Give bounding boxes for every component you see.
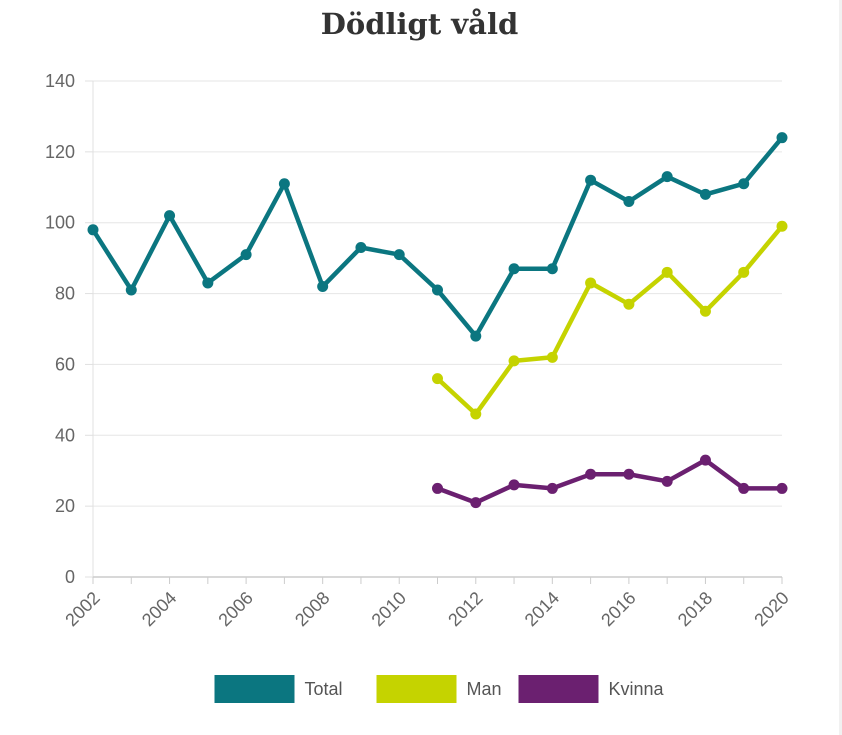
line-kvinna [435, 457, 785, 505]
point-total[interactable]: Total: 91 [240, 249, 252, 261]
y-tick-label: 100 [45, 213, 75, 233]
legend-item-kvinna[interactable]: Kvinna [518, 675, 665, 703]
point-man[interactable]: Man: 99 [776, 220, 788, 232]
y-tick-label: 60 [55, 354, 75, 374]
point-man[interactable]: Man: 83 [585, 277, 597, 289]
x-tick-label: 2004 [138, 588, 180, 630]
point-total[interactable]: Total: 93 [355, 242, 367, 254]
axes [85, 80, 783, 584]
line-total [90, 135, 785, 339]
point-total[interactable]: Total: 68 [470, 330, 482, 342]
point-kvinna[interactable]: Kvinna: 25 [432, 482, 443, 494]
point-total[interactable]: Total: 82 [317, 280, 329, 292]
y-tick-label: 40 [55, 425, 75, 445]
legend-item-total[interactable]: Total [214, 675, 343, 703]
y-tick-label: 20 [55, 496, 75, 516]
series-total: Total: 98 Total: 81 Total: 102 Total: 83 Tot… [87, 132, 788, 342]
legend-item-man[interactable]: Man [376, 675, 502, 703]
y-tick-label: 0 [65, 567, 75, 587]
legend-swatch-man [376, 675, 457, 703]
legend: Total Man Kvinna [214, 675, 665, 703]
legend-swatch-kvinna [518, 675, 599, 703]
y-axis-tick-labels: 0 20 40 60 80 100 120 140 [45, 71, 75, 587]
y-tick-label: 140 [45, 71, 75, 91]
legend-label-man: Man [467, 679, 502, 699]
point-kvinna[interactable]: Kvinna: 33 [699, 454, 711, 466]
point-total[interactable]: Total: 111 [278, 178, 290, 190]
point-kvinna[interactable]: Kvinna: 29 [623, 468, 635, 480]
x-tick-label: 2014 [521, 588, 563, 630]
point-total[interactable]: Total: 102 [164, 210, 176, 222]
point-kvinna[interactable]: Kvinna: 26 [508, 479, 520, 491]
series-kvinna: Kvinna: 25 Kvinna: 21 Kvinna: 26 Kvinna: 25… [432, 454, 788, 509]
point-man[interactable]: Man: 77 [623, 298, 635, 310]
point-total[interactable]: Total: 81 [125, 284, 137, 296]
point-kvinna[interactable]: Kvinna: 21 [470, 497, 482, 509]
series-man: Man: 56 Man: 46 Man: 61 Man: 62 Man: 83 Man: … [432, 220, 788, 420]
x-tick-label: 2006 [214, 588, 256, 630]
point-total[interactable]: Total: 91 [393, 249, 405, 261]
line-man [435, 224, 785, 417]
point-total[interactable]: Total: 83 [202, 277, 214, 289]
point-total[interactable]: Total: 98 [87, 224, 99, 236]
chart-title: Dödligt våld [320, 7, 519, 41]
point-kvinna[interactable]: Kvinna: 25 [738, 482, 750, 494]
point-total[interactable]: Total: 87 [508, 263, 520, 275]
point-man[interactable]: Man: 56 [432, 373, 443, 385]
point-total[interactable]: Total: 108 [699, 188, 711, 200]
point-total[interactable]: Total: 113 [661, 171, 673, 183]
point-kvinna[interactable]: Kvinna: 27 [661, 475, 673, 487]
x-tick-label: 2020 [750, 588, 792, 630]
point-kvinna[interactable]: Kvinna: 25 [546, 482, 558, 494]
y-tick-label: 80 [55, 284, 75, 304]
point-kvinna[interactable]: Kvinna: 25 [776, 482, 788, 494]
point-total[interactable]: Total: 87 [546, 263, 558, 275]
x-axis-tick-labels: 2002 2004 2006 2008 2010 2012 2014 2016 2018 2020 [61, 588, 792, 630]
point-kvinna[interactable]: Kvinna: 29 [585, 468, 597, 480]
x-tick-label: 2008 [291, 588, 333, 630]
point-man[interactable]: Man: 62 [546, 351, 558, 363]
point-man[interactable]: Man: 61 [508, 355, 520, 367]
panel-edge [839, 0, 842, 735]
x-tick-label: 2018 [674, 588, 716, 630]
x-tick-label: 2016 [597, 588, 639, 630]
x-tick-label: 2010 [368, 588, 410, 630]
x-tick-label: 2012 [444, 588, 486, 630]
point-man[interactable]: Man: 86 [738, 266, 750, 278]
point-total[interactable]: Total: 106 [623, 195, 635, 207]
point-man[interactable]: Man: 46 [470, 408, 482, 420]
series-lines: Total: 98 Total: 81 Total: 102 Total: 83 Tot… [87, 132, 788, 509]
point-man[interactable]: Man: 86 [661, 266, 673, 278]
point-total[interactable]: Total: 112 [585, 174, 597, 186]
legend-label-total: Total [305, 679, 343, 699]
point-total[interactable]: Total: 81 [432, 284, 443, 296]
x-tick-label: 2002 [61, 588, 103, 630]
y-tick-label: 120 [45, 142, 75, 162]
legend-label-kvinna: Kvinna [609, 679, 665, 699]
point-total[interactable]: Total: 111 [738, 178, 750, 190]
point-man[interactable]: Man: 75 [699, 305, 711, 317]
legend-swatch-total [214, 675, 295, 703]
point-total[interactable]: Total: 124 [776, 132, 788, 144]
